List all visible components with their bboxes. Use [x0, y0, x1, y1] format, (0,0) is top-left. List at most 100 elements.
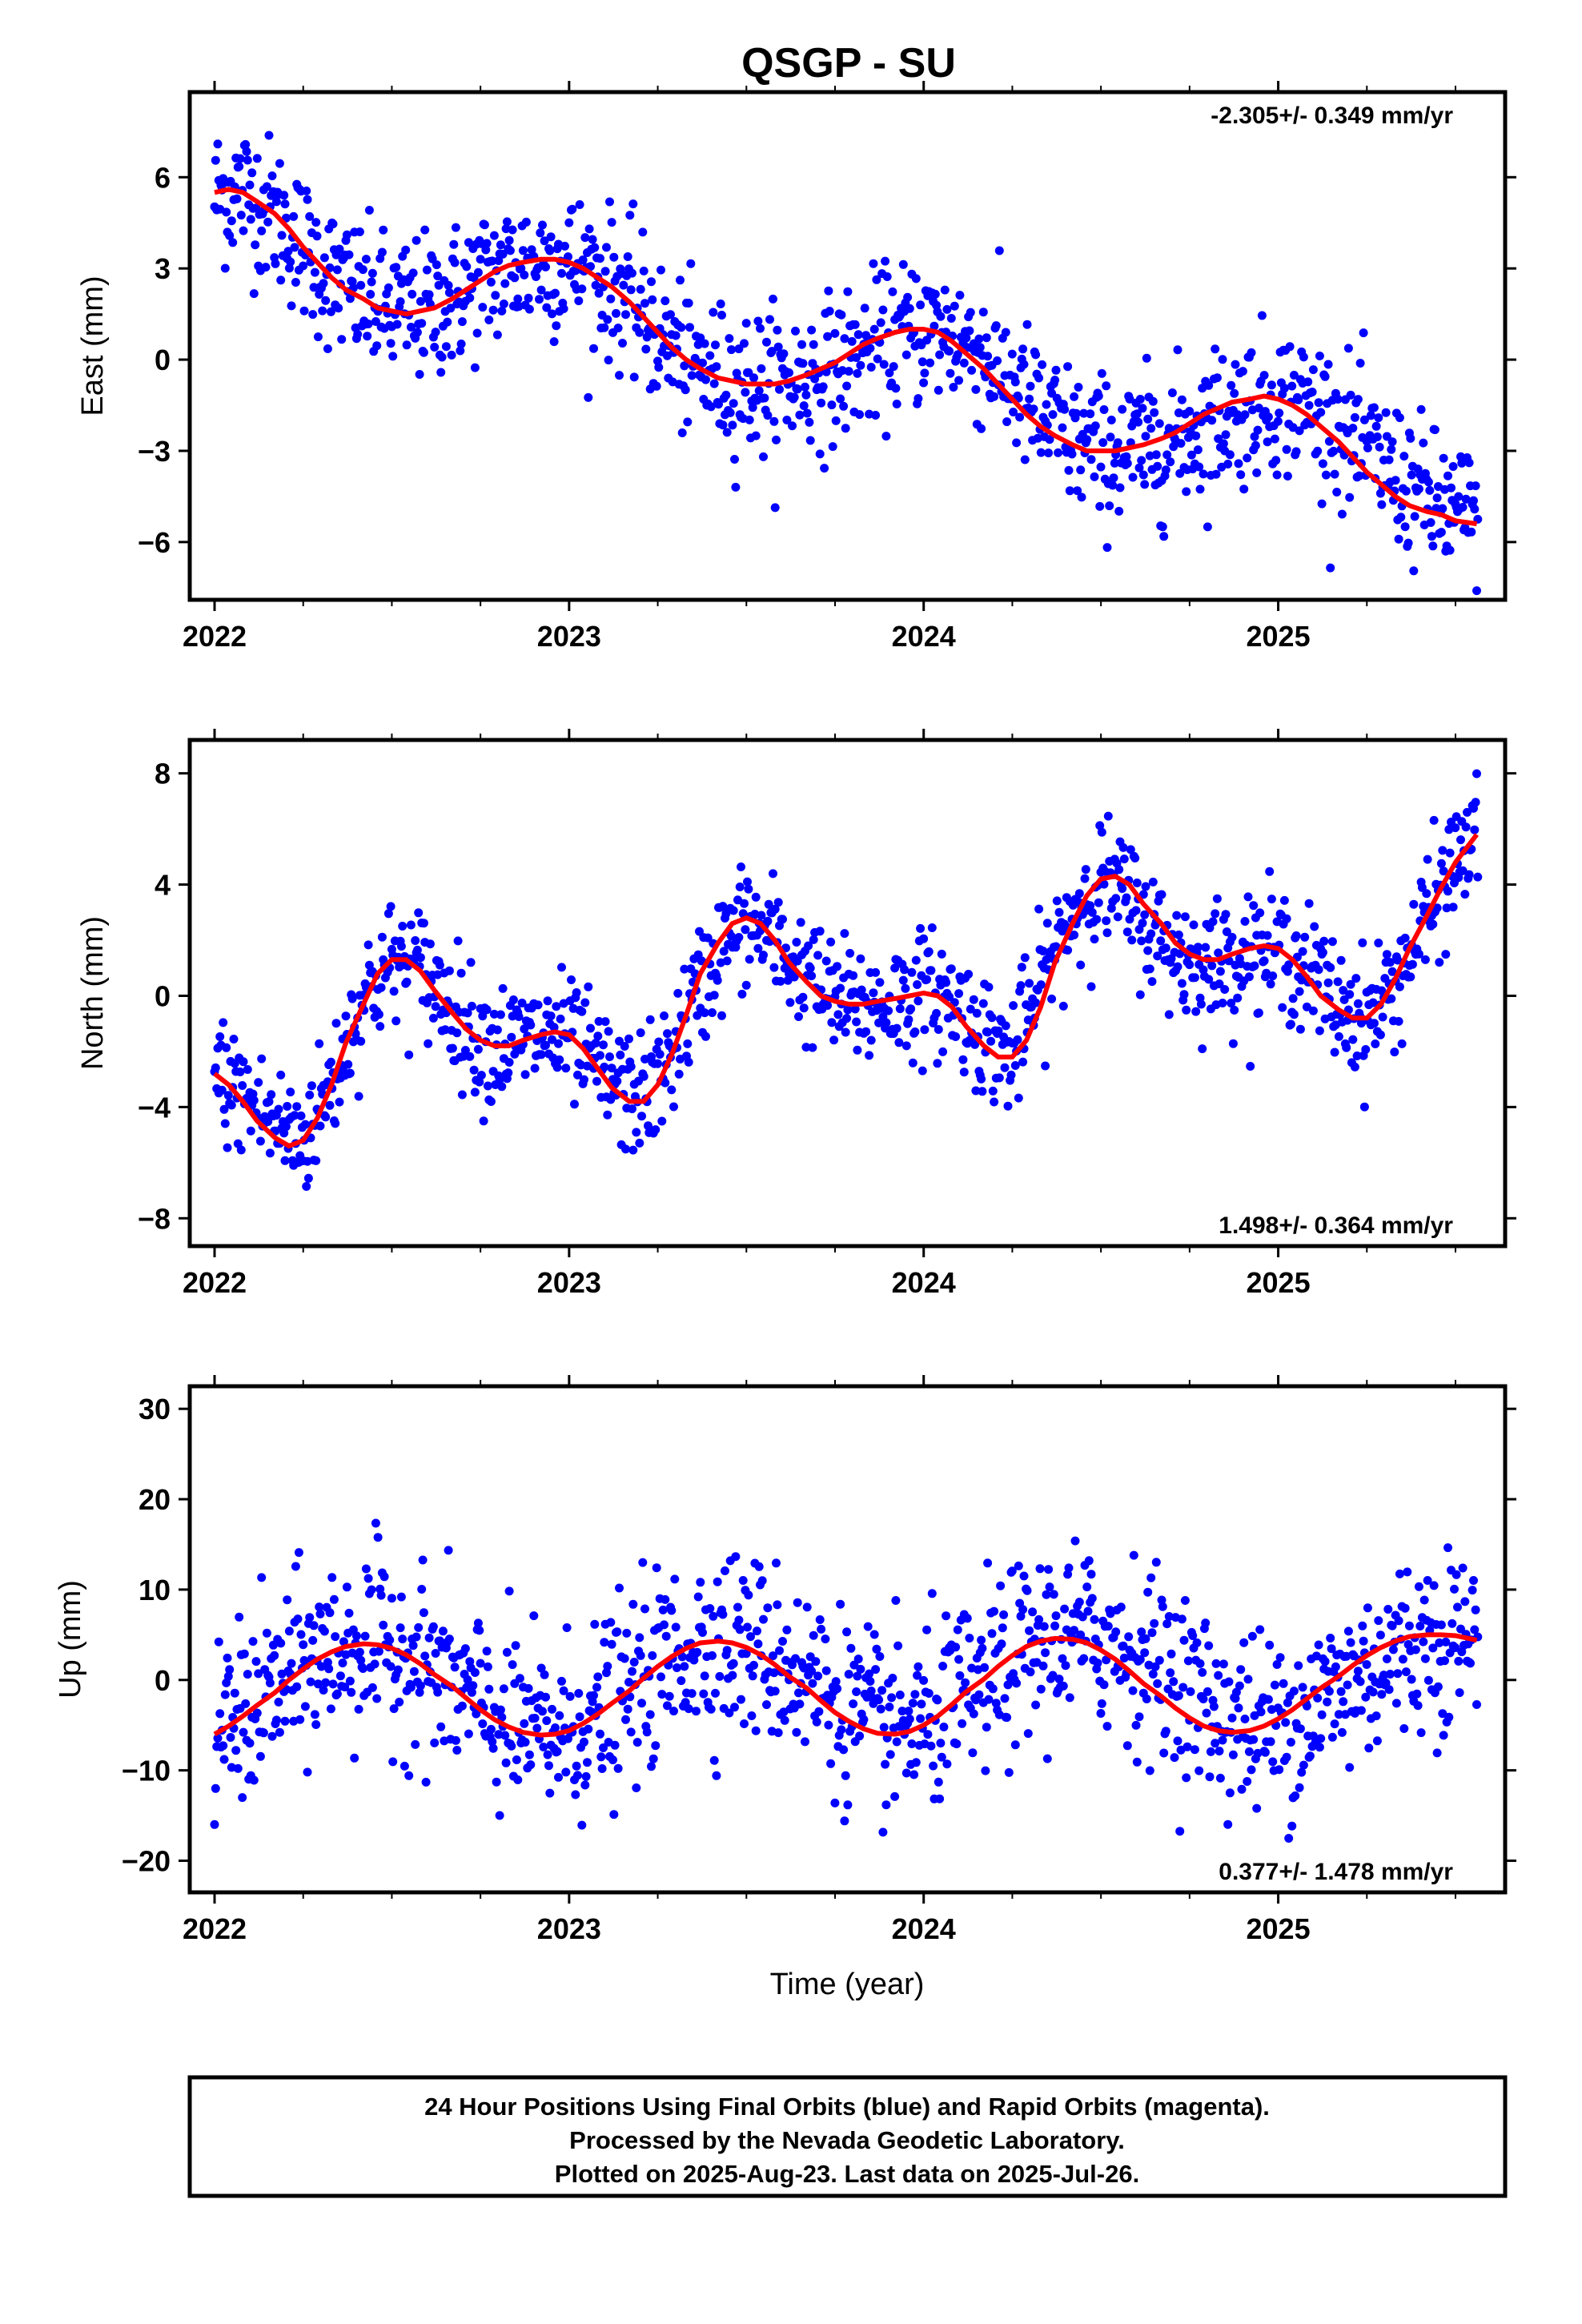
data-point	[840, 929, 849, 939]
data-point	[743, 877, 752, 887]
data-point	[433, 1687, 443, 1697]
data-point	[893, 1641, 903, 1651]
data-point	[1143, 414, 1153, 424]
data-point	[1095, 501, 1105, 511]
data-point	[583, 1758, 592, 1767]
y-tick-label: 10	[139, 1574, 171, 1606]
data-point	[1432, 493, 1442, 503]
data-point	[219, 1018, 228, 1027]
data-point	[734, 344, 744, 354]
data-point	[656, 1672, 665, 1682]
data-point	[1188, 1631, 1198, 1640]
data-point	[1458, 502, 1468, 512]
data-point	[727, 345, 736, 355]
data-point	[1016, 1611, 1026, 1621]
data-point	[917, 357, 927, 367]
data-point	[499, 1684, 508, 1694]
data-point	[294, 1548, 303, 1558]
data-point	[591, 280, 600, 290]
data-point	[895, 1691, 905, 1699]
data-point	[821, 956, 831, 966]
data-point	[1401, 486, 1411, 496]
data-point	[966, 1004, 975, 1014]
data-point	[508, 995, 518, 1004]
data-point	[590, 1619, 600, 1629]
data-point	[564, 252, 572, 262]
data-point	[775, 384, 784, 394]
data-point	[901, 350, 911, 360]
data-point	[884, 1006, 893, 1015]
data-point	[259, 1728, 268, 1738]
data-point	[763, 411, 773, 420]
data-point	[741, 925, 750, 935]
data-point	[1086, 1570, 1096, 1579]
y-tick-label: −20	[122, 1845, 171, 1878]
data-point	[580, 1780, 590, 1790]
data-point	[344, 1608, 354, 1618]
data-point	[916, 300, 926, 310]
data-point	[802, 1602, 812, 1612]
data-point	[811, 1657, 821, 1667]
data-point	[1295, 1783, 1304, 1792]
data-point	[612, 1627, 622, 1637]
data-point	[974, 1690, 984, 1699]
data-point	[1044, 448, 1054, 458]
north-fit-line	[213, 833, 1479, 1149]
data-point	[1391, 476, 1400, 485]
data-point	[247, 168, 257, 178]
data-point	[319, 1686, 328, 1695]
data-point	[463, 1675, 472, 1684]
data-point	[907, 1739, 917, 1748]
data-point	[904, 1015, 913, 1024]
data-point	[1460, 890, 1470, 899]
data-point	[669, 1707, 678, 1716]
data-point	[1106, 432, 1115, 442]
data-point	[911, 274, 921, 283]
data-point	[538, 220, 547, 230]
up-rate-label: 0.377+/- 1.478 mm/yr	[1219, 1859, 1453, 1885]
data-point	[971, 1086, 981, 1096]
data-point	[762, 337, 771, 347]
data-point	[310, 1710, 319, 1719]
data-point	[865, 1677, 875, 1686]
data-point	[1346, 1638, 1355, 1647]
data-point	[718, 902, 728, 911]
data-point	[1158, 1602, 1167, 1611]
data-point	[684, 299, 693, 308]
data-point	[1083, 1606, 1093, 1616]
data-point	[257, 1054, 267, 1063]
data-point	[667, 1606, 677, 1615]
data-point	[315, 1602, 324, 1612]
data-point	[431, 1002, 440, 1011]
data-point	[457, 317, 467, 327]
data-point	[281, 1122, 291, 1132]
data-point	[457, 1701, 467, 1711]
data-point	[353, 329, 363, 339]
data-point	[235, 162, 244, 171]
data-point	[1032, 1658, 1042, 1667]
data-point	[865, 1669, 874, 1679]
data-point	[1074, 889, 1084, 899]
data-point	[901, 983, 910, 993]
data-point	[794, 1012, 803, 1021]
data-point	[404, 1771, 414, 1780]
y-tick-label: 20	[139, 1483, 171, 1516]
data-point	[325, 1608, 335, 1618]
data-point	[1445, 545, 1455, 555]
data-point	[686, 259, 696, 268]
data-point	[1375, 1030, 1385, 1039]
data-point	[311, 1720, 321, 1729]
data-point	[871, 1665, 881, 1675]
data-point	[1185, 960, 1195, 970]
data-point	[227, 1100, 236, 1110]
data-point	[677, 1652, 687, 1662]
data-point	[243, 1065, 252, 1074]
data-point	[1218, 355, 1227, 364]
data-point	[1249, 1735, 1259, 1744]
data-point	[1122, 1741, 1132, 1751]
data-point	[709, 991, 719, 1000]
data-point	[955, 1671, 965, 1680]
data-point	[926, 966, 936, 975]
data-point	[698, 1628, 707, 1637]
data-point	[513, 294, 523, 304]
